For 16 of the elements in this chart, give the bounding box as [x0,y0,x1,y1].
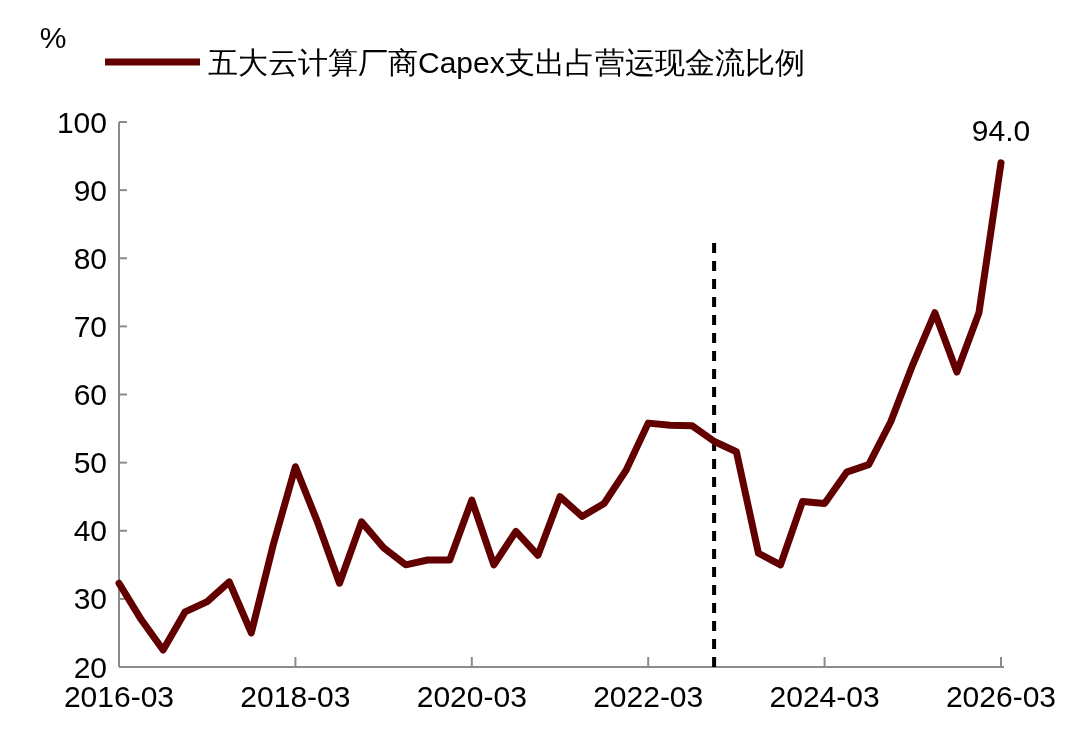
y-tick-label: 50 [73,446,107,480]
y-tick-label: 40 [73,514,107,548]
legend-label: 五大云计算厂商Capex支出占营运现金流比例 [208,45,805,79]
x-tick-label: 2018-03 [240,680,351,713]
y-tick-label: 90 [73,173,107,207]
y-axis-title: % [39,21,67,54]
y-tick-label: 100 [56,105,107,139]
x-tick-label: 2020-03 [416,680,527,713]
y-tick-label: 30 [73,582,107,616]
x-tick-label: 2026-03 [945,680,1057,713]
data-label: 94.0 [971,113,1031,147]
x-tick-label: 2024-03 [769,680,880,713]
y-tick-label: 80 [73,241,107,275]
y-tick-label: 60 [73,378,107,411]
y-tick-label: 70 [73,309,107,343]
x-tick-label: 2022-03 [593,680,704,713]
